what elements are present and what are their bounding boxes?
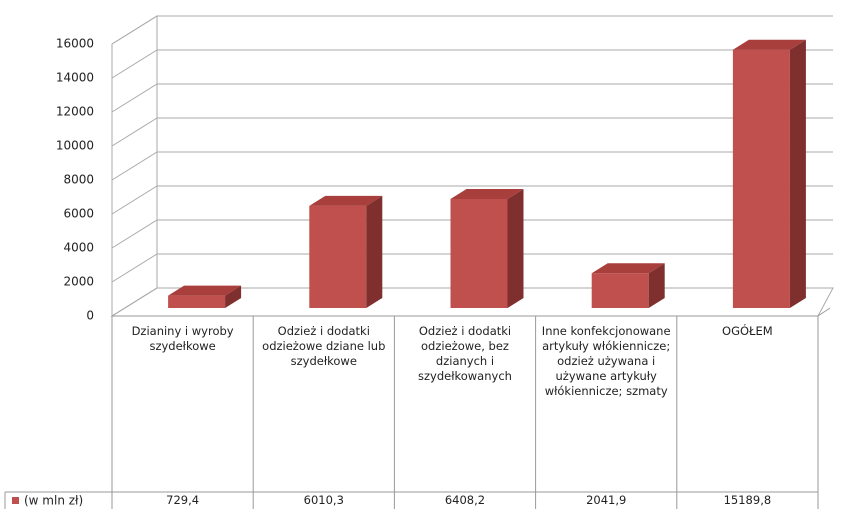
y-tick-label: 4000 — [63, 241, 94, 255]
y-tick-label: 2000 — [63, 275, 94, 289]
y-tick-label: 14000 — [56, 71, 94, 85]
bar-top — [309, 195, 383, 206]
bar-front — [168, 295, 226, 308]
value-label: 6010,3 — [303, 493, 344, 507]
bar-side — [225, 285, 242, 308]
category-label: Inne konfekcjonowane artykuły włókiennic… — [541, 324, 671, 398]
grid-line — [111, 253, 833, 283]
y-tick-label: 10000 — [56, 139, 94, 153]
grid-line — [111, 15, 833, 45]
grid-line — [111, 185, 833, 215]
bar-side — [789, 39, 806, 308]
bar-front — [450, 199, 508, 308]
bar — [591, 263, 665, 308]
bar-front — [309, 205, 367, 308]
bar-top — [450, 189, 524, 200]
value-label: 6408,2 — [444, 493, 486, 507]
grid-line — [111, 151, 833, 181]
bar-side — [507, 189, 524, 308]
y-tick-label: 0 — [86, 309, 94, 323]
bar — [168, 285, 242, 308]
legend-key — [12, 497, 19, 504]
bar-front — [591, 273, 649, 308]
bar-front — [732, 49, 790, 308]
y-tick-label: 12000 — [56, 105, 94, 119]
value-label: 15189,8 — [723, 493, 772, 507]
y-tick-label: 6000 — [63, 207, 94, 221]
bar-top — [732, 39, 806, 50]
bar — [309, 195, 383, 308]
bar — [732, 39, 806, 308]
category-label: Odzież i dodatki odzieżowe dziane lub sz… — [262, 324, 386, 368]
bar-top — [591, 263, 665, 274]
value-label: 729,4 — [166, 493, 200, 507]
bar-side — [648, 263, 665, 308]
bar — [450, 189, 524, 308]
grid-line — [111, 83, 833, 113]
grid-line — [111, 49, 833, 79]
value-label: 2041,9 — [586, 493, 627, 507]
grid-line — [111, 117, 833, 147]
legend-label: (w mln zł) — [24, 494, 83, 508]
grid-line — [111, 219, 833, 249]
category-label: OGÓŁEM — [722, 324, 773, 338]
bar-side — [366, 195, 383, 308]
y-tick-label: 8000 — [63, 173, 94, 187]
table-line — [817, 307, 831, 317]
category-label: Odzież i dodatki odzieżowe, bez dzianych… — [418, 324, 512, 383]
y-tick-label: 16000 — [56, 37, 94, 51]
category-label: Dzianiny i wyroby szydełkowe — [131, 324, 234, 353]
bar-top — [168, 285, 242, 296]
